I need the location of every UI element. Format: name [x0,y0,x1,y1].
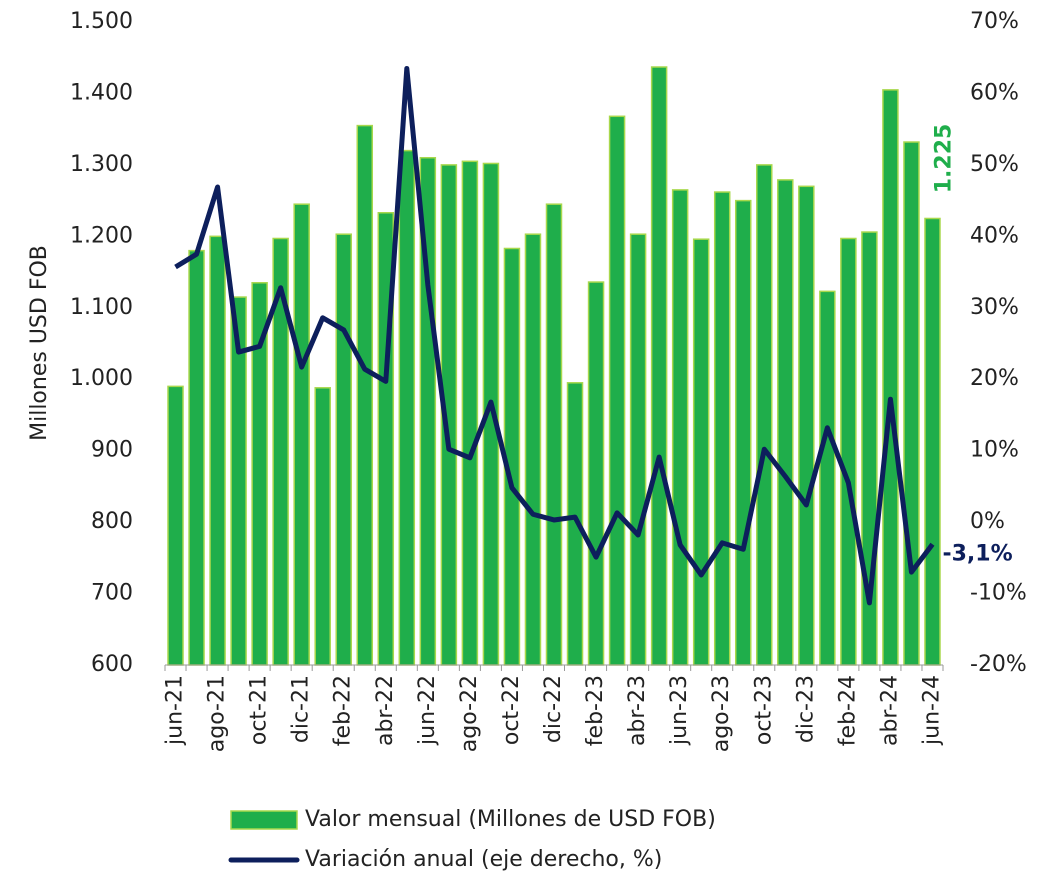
x-tick-label: jun-24 [919,675,944,746]
y2-tick-label: 30% [970,295,1019,320]
y-tick-label: 1.200 [70,223,133,248]
bar [882,89,899,666]
bar [524,233,542,666]
line [174,65,935,606]
y2-tick-label: 0% [970,509,1005,534]
y-tick-label: 900 [91,438,133,463]
bar [798,185,815,666]
data-label: 1.225 [931,124,956,194]
x-tick-label: ago-22 [457,675,482,752]
y-axis-title: Millones USD FOB [27,245,52,441]
x-tick-label: jun-21 [163,675,188,746]
y-tick-label: 700 [91,581,133,606]
y2-tick-label: -20% [970,652,1027,677]
legend-label: Variación anual (eje derecho, %) [305,847,662,872]
bar [671,189,689,666]
bar [734,199,752,666]
legend-swatch [230,810,298,830]
bar [840,237,857,666]
y2-tick-label: 70% [970,9,1019,34]
bar [209,235,226,666]
bar [167,385,184,666]
bar [335,233,352,666]
bar [356,124,374,666]
y2-tick-label: 60% [970,80,1019,105]
y2-tick-label: 40% [970,223,1019,248]
x-tick-label: feb-24 [835,675,860,746]
y2-tick-label: -10% [970,581,1027,606]
y2-tick-label: 10% [970,438,1019,463]
bar [777,179,794,666]
x-tick-label: oct-23 [751,675,776,745]
bar [608,115,626,666]
y-tick-label: 1.500 [70,9,133,34]
bar [398,149,416,666]
y2-tick-label: 50% [970,152,1019,177]
bar [819,290,836,666]
x-tick-label: ago-21 [205,675,230,752]
x-tick-label: oct-21 [247,675,272,745]
bar [461,160,479,666]
bar [293,203,310,666]
bar [903,141,920,666]
data-label: -3,1% [942,541,1012,566]
bar [650,66,668,666]
bar [314,387,331,666]
legend-label: Valor mensual (Millones de USD FOB) [305,807,716,832]
x-tick-label: jun-22 [415,675,440,746]
bar [713,191,731,666]
y-tick-label: 1.300 [70,152,133,177]
bar [629,233,647,666]
bar [587,281,605,666]
bar [756,164,773,666]
x-tick-label: dic-22 [541,675,566,743]
y-tick-label: 600 [91,652,133,677]
x-tick-label: feb-22 [331,675,356,746]
bar [545,203,563,666]
bar [924,217,941,666]
x-tick-label: abr-22 [373,675,398,746]
y-tick-label: 1.000 [70,366,133,391]
y-tick-label: 800 [91,509,133,534]
y2-tick-label: 20% [970,366,1019,391]
x-tick-label: dic-23 [793,675,818,743]
x-tick-label: jun-23 [667,675,692,746]
x-tick-label: ago-23 [709,675,734,752]
x-tick-label: oct-22 [499,675,524,745]
y-tick-label: 1.400 [70,80,133,105]
bar [188,249,205,666]
y-tick-label: 1.100 [70,295,133,320]
x-tick-label: dic-21 [289,675,314,743]
x-tick-label: abr-23 [625,675,650,746]
bar [692,238,710,666]
x-tick-label: feb-23 [583,675,608,746]
x-tick-label: abr-24 [877,675,902,746]
